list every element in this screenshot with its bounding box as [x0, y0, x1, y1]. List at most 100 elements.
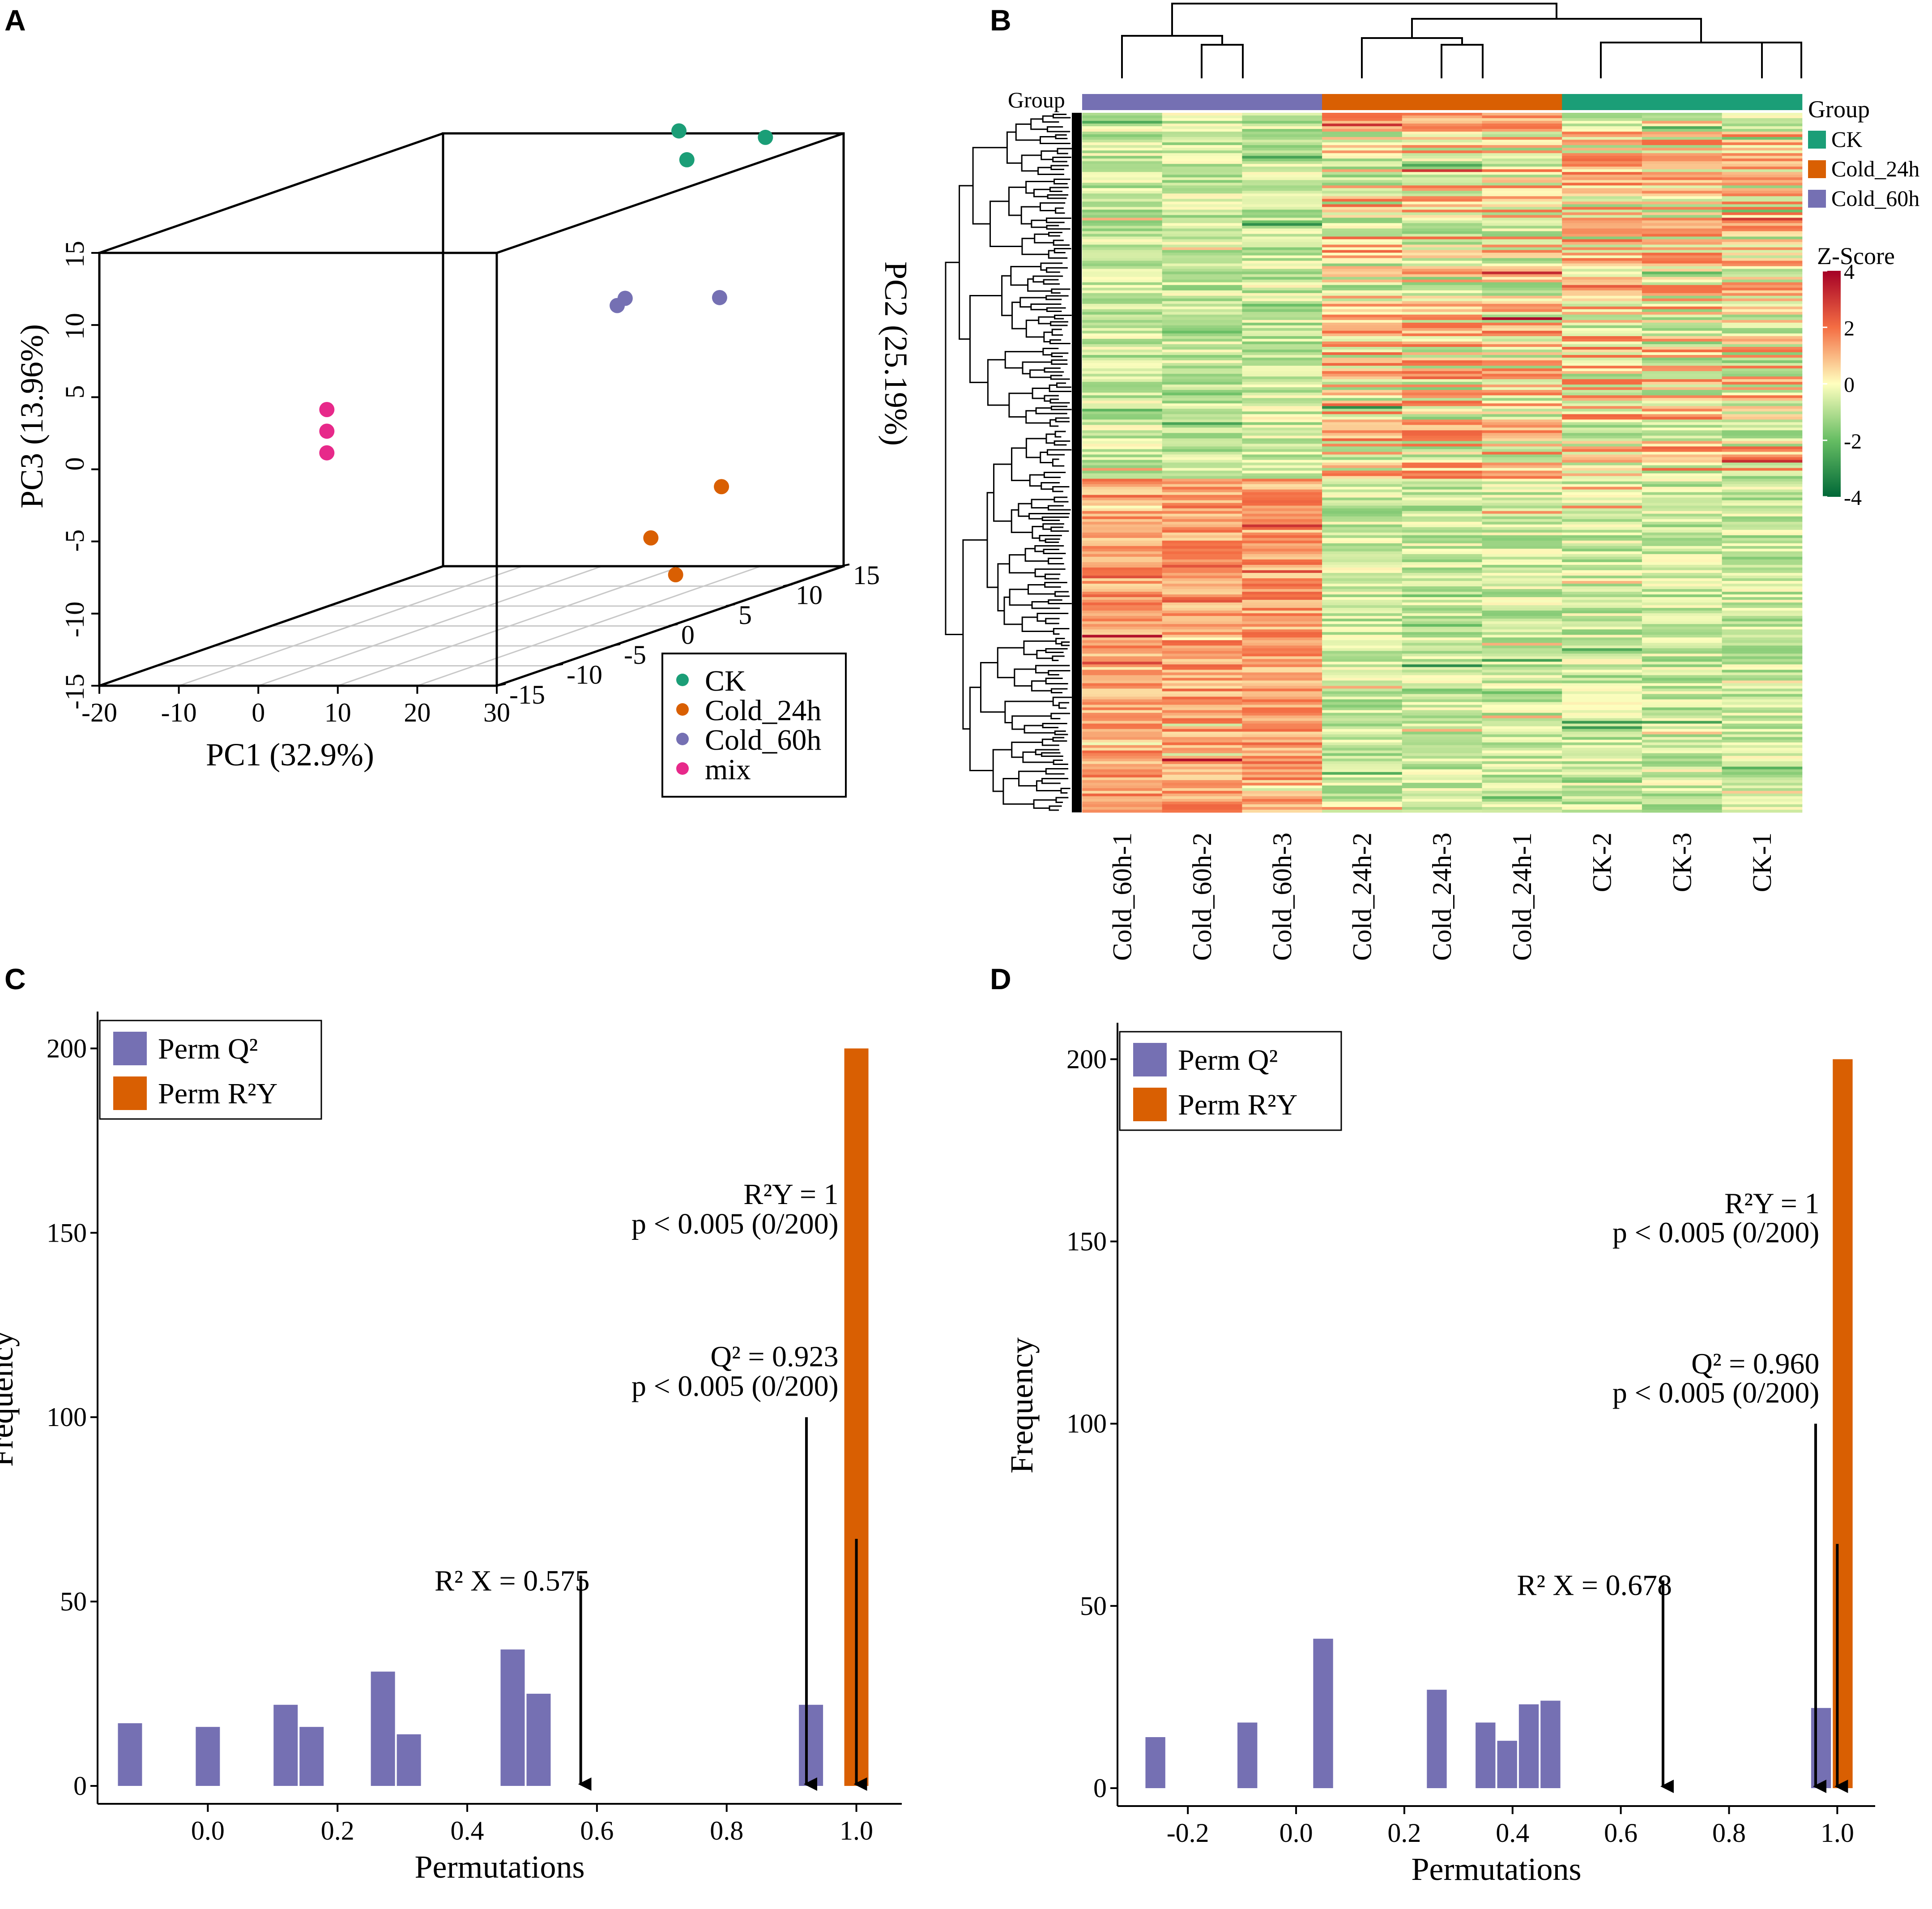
heatmap-cell — [1162, 686, 1243, 689]
heatmap-cell — [1482, 543, 1563, 547]
pc2-tick-label: -10 — [567, 660, 602, 690]
heatmap-cell — [1482, 142, 1563, 145]
heatmap-cell — [1162, 613, 1243, 616]
heatmap-cell — [1402, 707, 1483, 711]
heatmap-cell — [1402, 401, 1483, 404]
heatmap-cell — [1322, 635, 1403, 638]
heatmap-cell — [1402, 691, 1483, 695]
heatmap-cell — [1402, 129, 1483, 132]
heatmap-cell — [1082, 393, 1163, 396]
heatmap-cell — [1402, 600, 1483, 603]
heatmap-cell — [1322, 619, 1403, 622]
heatmap-cell — [1162, 137, 1243, 140]
heatmap-cell — [1722, 409, 1803, 412]
heatmap-cell — [1642, 175, 1723, 178]
heatmap-cell — [1322, 484, 1403, 487]
heatmap-cell — [1082, 516, 1163, 520]
heatmap-cell — [1482, 476, 1563, 479]
heatmap-cell — [1722, 330, 1803, 334]
heatmap-cell — [1402, 785, 1483, 789]
heatmap-cell — [1402, 559, 1483, 563]
heatmap-cell — [1402, 747, 1483, 751]
heatmap-cell — [1642, 255, 1723, 259]
heatmap-cell — [1162, 368, 1243, 372]
heatmap-cell — [1722, 239, 1803, 243]
heatmap-cell — [1642, 298, 1723, 302]
heatmap-cell — [1402, 201, 1483, 205]
heatmap-cell — [1082, 263, 1163, 267]
heatmap-cell — [1482, 446, 1563, 450]
heatmap-cell — [1402, 218, 1483, 221]
heatmap-cell — [1242, 664, 1323, 667]
heatmap-cell — [1322, 220, 1403, 224]
heatmap-cell — [1322, 140, 1403, 143]
heatmap-cell — [1082, 244, 1163, 248]
heatmap-cell — [1562, 653, 1642, 657]
heatmap-cell — [1162, 355, 1243, 358]
heatmap-cell — [1722, 624, 1803, 627]
heatmap-cell — [1162, 519, 1243, 522]
row-dendrogram-branch — [1009, 589, 1032, 606]
heatmap-cell — [1402, 279, 1483, 283]
heatmap-cell — [1082, 347, 1163, 350]
heatmap-cell — [1242, 635, 1323, 638]
heatmap-cell — [1482, 444, 1563, 447]
legend-label-perm-q2: Perm Q² — [158, 1033, 258, 1065]
heatmap-cell — [1242, 185, 1323, 188]
heatmap-cell — [1082, 540, 1163, 544]
heatmap-cell — [1482, 282, 1563, 286]
heatmap-cell — [1562, 333, 1642, 337]
heatmap-cell — [1242, 403, 1323, 406]
pc2-tick-mark — [668, 623, 678, 627]
group-bar-cell-ck — [1562, 94, 1642, 110]
heatmap-cell — [1322, 209, 1403, 213]
heatmap-cell — [1642, 662, 1723, 665]
heatmap-cell — [1082, 358, 1163, 361]
heatmap-cell — [1642, 611, 1723, 614]
row-dendrogram-branch — [1050, 406, 1072, 410]
heatmap-cell — [1402, 320, 1483, 323]
heatmap-cell — [1082, 239, 1163, 243]
heatmap-cell — [1082, 766, 1163, 770]
row-dendrogram-branch — [997, 647, 1024, 679]
heatmap-cell — [1082, 454, 1163, 458]
heatmap-cell — [1242, 801, 1323, 805]
heatmap-cell — [1642, 564, 1723, 568]
heatmap-cell — [1242, 317, 1323, 320]
heatmap-cell — [1082, 659, 1163, 662]
pc2-tick-mark — [611, 643, 621, 647]
heatmap-cell — [1722, 271, 1803, 275]
heatmap-cell — [1322, 164, 1403, 167]
row-dendrogram-branch — [1030, 118, 1048, 130]
heatmap-cell — [1242, 390, 1323, 393]
heatmap-cell — [1562, 489, 1642, 493]
heatmap-cell — [1402, 801, 1483, 805]
heatmap-cell — [1322, 643, 1403, 646]
row-dendrogram-branch — [1032, 275, 1063, 283]
heatmap-cell — [1402, 774, 1483, 778]
heatmap-cell — [1322, 465, 1403, 469]
heatmap-cell — [1402, 643, 1483, 646]
heatmap-cell — [1322, 801, 1403, 805]
heatmap-cell — [1082, 169, 1163, 172]
heatmap-cell — [1562, 629, 1642, 632]
heatmap-cell — [1562, 503, 1642, 506]
heatmap-cell — [1642, 578, 1723, 581]
heatmap-cell — [1162, 350, 1243, 353]
heatmap-cell — [1642, 567, 1723, 571]
heatmap-cell — [1082, 148, 1163, 151]
heatmap-cell — [1322, 277, 1403, 280]
heatmap-cell — [1162, 627, 1243, 630]
heatmap-cell — [1482, 683, 1563, 687]
heatmap-cell — [1562, 419, 1642, 423]
heatmap-cell — [1482, 188, 1563, 191]
heatmap-cell — [1722, 115, 1803, 119]
heatmap-cell — [1642, 705, 1723, 708]
heatmap-cell — [1242, 540, 1323, 544]
heatmap-cell — [1562, 115, 1642, 119]
heatmap-cell — [1722, 164, 1803, 167]
heatmap-cell — [1562, 142, 1642, 145]
colorbar-tick-label: -4 — [1844, 486, 1862, 510]
heatmap-cell — [1082, 562, 1163, 565]
heatmap-cell — [1402, 355, 1483, 358]
